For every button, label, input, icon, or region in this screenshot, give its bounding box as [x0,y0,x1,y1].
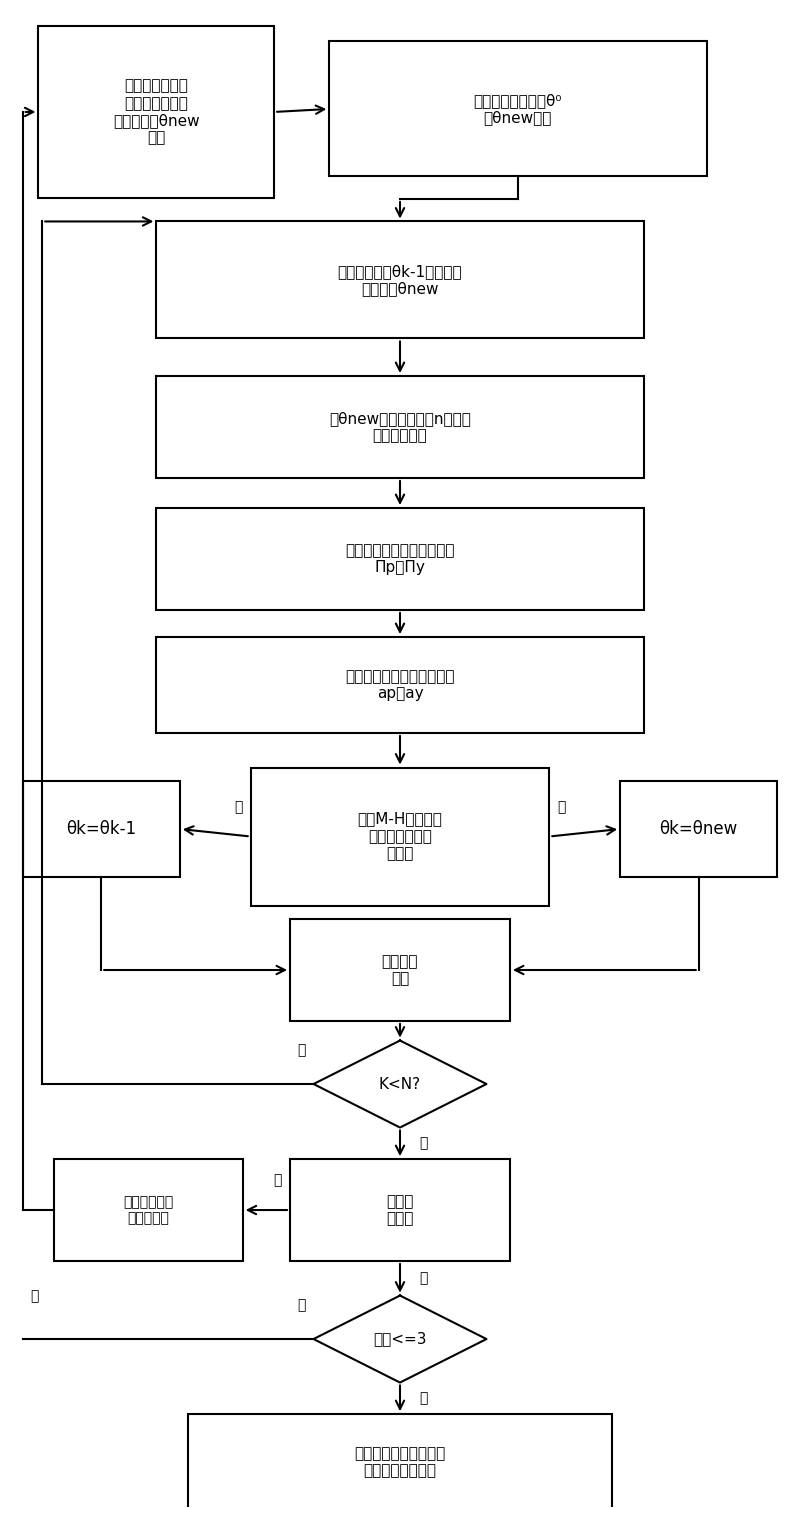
Bar [290,919,510,1020]
Text: θk=θnew: θk=θnew [659,821,738,839]
Text: 否: 否 [234,799,242,815]
Bar [330,41,706,177]
Text: 根据前套参数θk-1提出一套
候选参数θnew: 根据前套参数θk-1提出一套 候选参数θnew [338,263,462,297]
Bar [156,509,644,610]
Text: 判断收敛并计算参数的
后验概率密度分布: 判断收敛并计算参数的 后验概率密度分布 [354,1446,446,1478]
Text: 计算生育期、产量的释然比
ap、ay: 计算生育期、产量的释然比 ap、ay [346,669,454,701]
Text: 根据第一次运算
得到的平均值和
协方差更新θnew
方程: 根据第一次运算 得到的平均值和 协方差更新θnew 方程 [113,79,200,145]
Bar [290,1160,510,1261]
Bar [22,781,180,877]
Text: 否: 否 [420,1391,428,1405]
Bar [156,637,644,733]
Text: 是否首
次运行: 是否首 次运行 [386,1195,414,1226]
Text: 否: 否 [420,1272,428,1285]
Text: 是: 是 [274,1173,282,1187]
Text: 将θnew带入模型计算n年小麦
生育期、产量: 将θnew带入模型计算n年小麦 生育期、产量 [329,410,471,444]
Text: 钉数<=3: 钉数<=3 [374,1331,426,1346]
Text: 是: 是 [298,1297,306,1313]
Text: θk=θk-1: θk=θk-1 [66,821,136,839]
Bar [156,375,644,478]
Text: 计算参数平均
值和协方差: 计算参数平均 值和协方差 [123,1195,174,1225]
Bar [250,768,550,905]
Polygon shape [314,1040,486,1128]
Bar [54,1160,242,1261]
Text: 是: 是 [420,1137,428,1151]
Bar [38,26,274,198]
Polygon shape [314,1296,486,1382]
Text: 提出一套初始参数θ⁰
和θnew方程: 提出一套初始参数θ⁰ 和θnew方程 [474,92,562,126]
Bar [620,781,778,877]
Text: 是: 是 [30,1290,39,1304]
Text: 保存该套
参数: 保存该套 参数 [382,954,418,986]
Bar [156,221,644,339]
Text: 计算生育期、产量释然函数
Пp、Пy: 计算生育期、产量释然函数 Пp、Пy [346,544,454,575]
Text: K<N?: K<N? [379,1076,421,1092]
Text: 通过M-H准则确定
是否接受该套候
选参数: 通过M-H准则确定 是否接受该套候 选参数 [358,812,442,861]
Bar [188,1414,612,1509]
Text: 否: 否 [298,1043,306,1057]
Text: 是: 是 [558,799,566,815]
